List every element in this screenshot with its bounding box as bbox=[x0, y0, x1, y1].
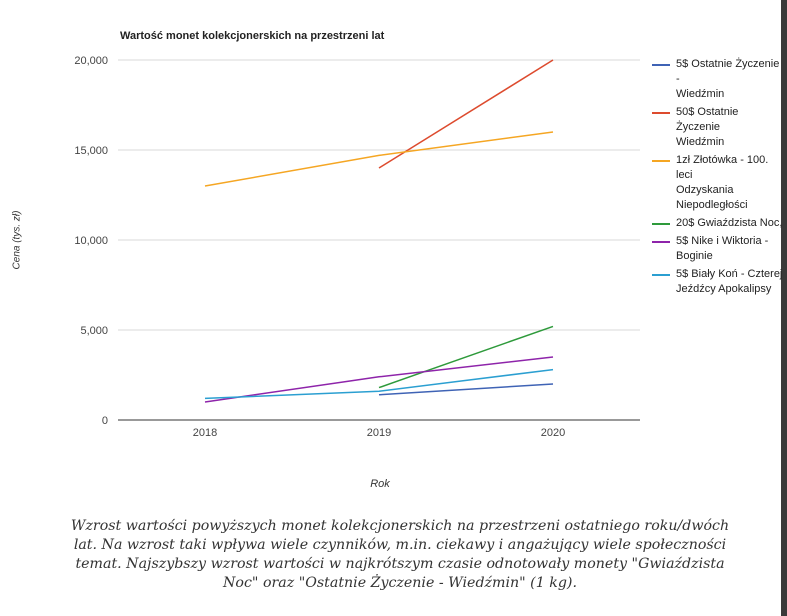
series-line-2 bbox=[204, 131, 554, 187]
legend-label: 5$ Ostatnie Życzenie - Wiedźmin bbox=[676, 58, 780, 100]
chart-title: Wartość monet kolekcjonerskich na przest… bbox=[120, 30, 385, 42]
y-tick-label: 20,000 bbox=[74, 55, 108, 67]
y-tick-label: 0 bbox=[102, 415, 108, 427]
page-edge-strip bbox=[781, 0, 787, 616]
legend-item: 5$ Ostatnie Życzenie - Wiedźmin bbox=[652, 57, 784, 102]
y-tick-label: 10,000 bbox=[74, 235, 108, 247]
line-chart: Wartość monet kolekcjonerskich na przest… bbox=[12, 30, 783, 490]
legend-swatch bbox=[652, 274, 670, 276]
x-tick-label: 2020 bbox=[541, 427, 565, 439]
legend: 5$ Ostatnie Życzenie - Wiedźmin 50$ Ostat… bbox=[652, 57, 784, 300]
legend-swatch bbox=[652, 112, 670, 114]
series-line-1 bbox=[378, 59, 554, 169]
legend-label: 50$ Ostatnie Życzenie Wiedźmin bbox=[676, 106, 739, 148]
series-line-3 bbox=[378, 325, 554, 389]
legend-swatch bbox=[652, 64, 670, 66]
series-line-5 bbox=[204, 368, 554, 400]
plot-area: 0 5,000 10,000 15,000 20,000 2018 2019 2020 bbox=[74, 55, 640, 439]
legend-label: 1zł Złotówka - 100. leci Odzyskania Niep… bbox=[676, 154, 769, 211]
legend-label: 5$ Biały Koń - Czterej Jeźdźcy Apokalips… bbox=[676, 268, 783, 295]
legend-swatch bbox=[652, 160, 670, 162]
x-axis-title: Rok bbox=[370, 478, 390, 490]
y-tick-label: 5,000 bbox=[80, 325, 108, 337]
legend-item: 5$ Nike i Wiktoria - Boginie bbox=[652, 234, 784, 264]
series-line-0 bbox=[378, 383, 554, 396]
legend-item: 1zł Złotówka - 100. leci Odzyskania Niep… bbox=[652, 153, 784, 213]
x-tick-label: 2019 bbox=[367, 427, 391, 439]
x-tick-label: 2018 bbox=[193, 427, 217, 439]
legend-swatch bbox=[652, 223, 670, 225]
legend-label: 20$ Gwiaździsta Noc, bbox=[676, 217, 783, 229]
y-tick-label: 15,000 bbox=[74, 145, 108, 157]
legend-item: 20$ Gwiaździsta Noc, bbox=[652, 216, 784, 231]
legend-label: 5$ Nike i Wiktoria - Boginie bbox=[676, 235, 769, 262]
series-line-4 bbox=[204, 356, 554, 403]
chart-caption: Wzrost wartości powyższych monet kolekcj… bbox=[70, 518, 730, 591]
legend-item: 5$ Biały Koń - Czterej Jeźdźcy Apokalips… bbox=[652, 267, 784, 297]
legend-swatch bbox=[652, 241, 670, 243]
legend-item: 50$ Ostatnie Życzenie Wiedźmin bbox=[652, 105, 784, 150]
